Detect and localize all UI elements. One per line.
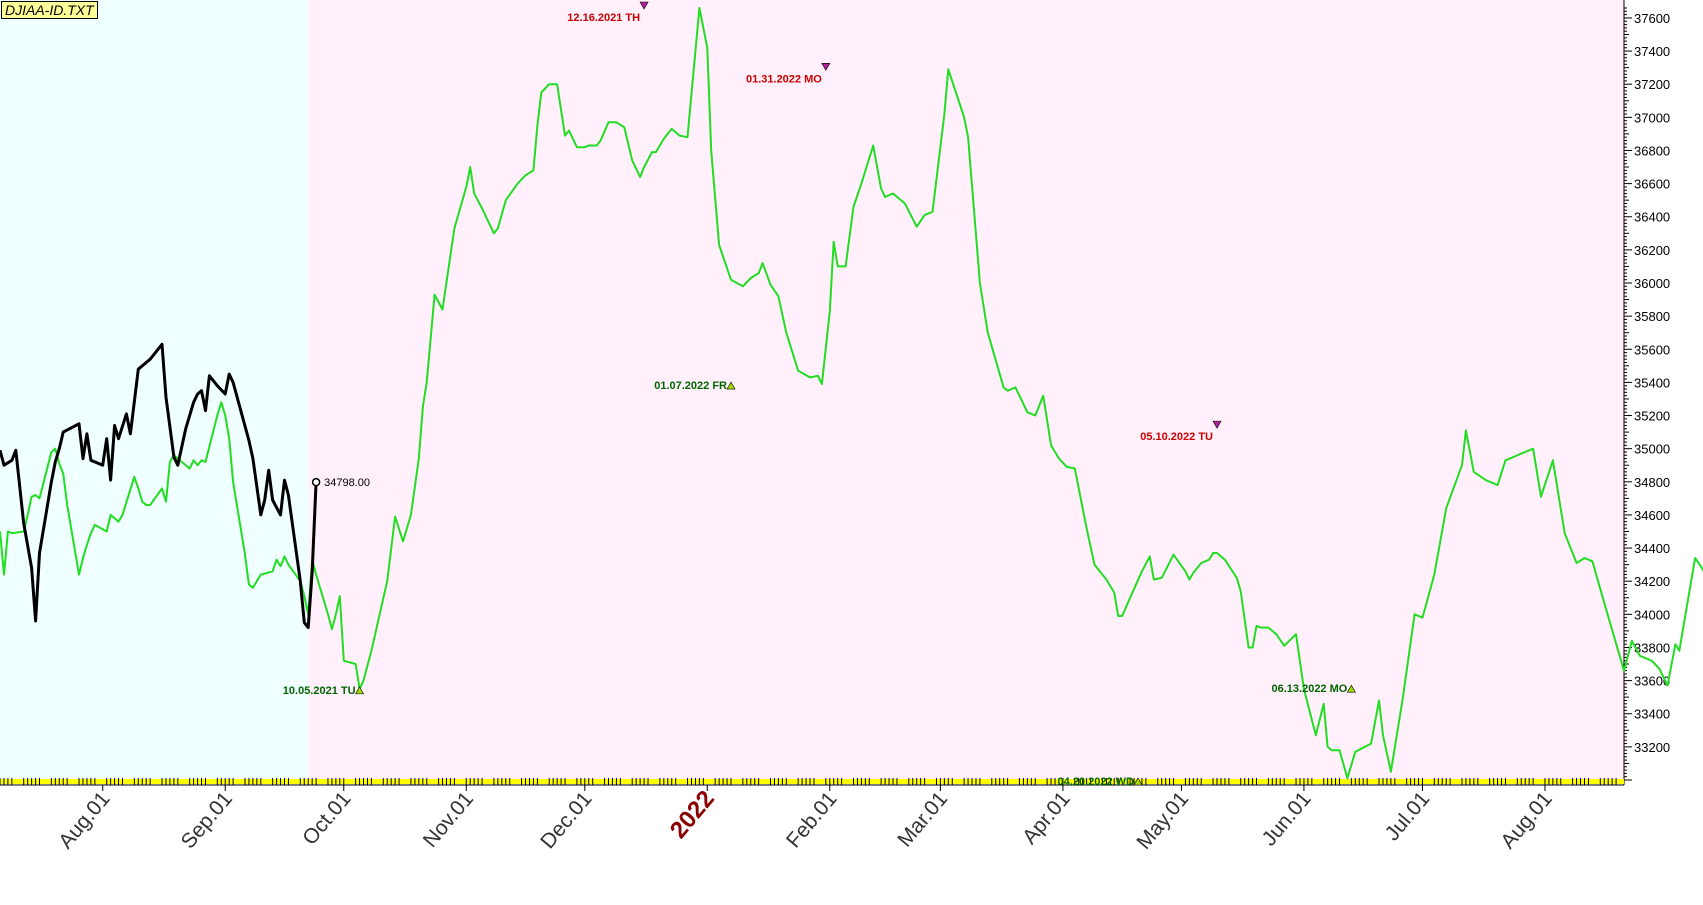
file-name-label: DJIAA-ID.TXT — [1, 1, 98, 19]
y-tick-label: 37000 — [1634, 110, 1670, 125]
y-tick-label: 34400 — [1634, 541, 1670, 556]
forecast-background — [308, 0, 1625, 785]
trough-label: 04.20.2022 WD — [1058, 776, 1134, 788]
history-series-line — [0, 342, 318, 630]
y-tick-label: 35000 — [1634, 442, 1670, 457]
last-value-label: 34798.00 — [324, 477, 370, 489]
x-tick-label: Nov.01 — [419, 787, 478, 852]
trough-marker — [1346, 684, 1356, 693]
trough-marker — [726, 381, 736, 390]
x-tick-label: 2022 — [665, 786, 720, 844]
y-tick-label: 34000 — [1634, 607, 1670, 622]
x-tick-label: Oct.01 — [298, 787, 355, 849]
y-tick-label: 35600 — [1634, 342, 1670, 357]
annotations-layer: 10.05.2021 TU 12.16.2021 TH 01.07.2022 FR 0… — [283, 1, 1356, 788]
y-tick-label: 36600 — [1634, 177, 1670, 192]
y-tick-label: 35400 — [1634, 375, 1670, 390]
history-background — [0, 0, 309, 785]
peak-marker — [821, 62, 831, 71]
x-tick-label: Mar.01 — [893, 787, 952, 851]
x-tick-label: Jul.01 — [1381, 787, 1435, 845]
y-tick-label: 36200 — [1634, 243, 1670, 258]
trough-label: 10.05.2021 TU — [283, 685, 356, 697]
y-tick-label: 37600 — [1634, 11, 1670, 26]
peak-label: 01.31.2022 MO — [746, 73, 822, 85]
trough-marker — [1133, 777, 1143, 786]
y-tick-label: 33600 — [1634, 674, 1670, 689]
y-axis: 33200 33400 33600 33800 34000 34200 34400 34600… — [1623, 0, 1670, 785]
y-tick-label: 36400 — [1634, 210, 1670, 225]
y-tick-label: 33400 — [1634, 707, 1670, 722]
x-tick-label: Feb.01 — [782, 787, 842, 852]
y-tick-label: 37200 — [1634, 77, 1670, 92]
forecast-series-line — [0, 7, 1703, 780]
y-tick-label: 37400 — [1634, 44, 1670, 59]
peak-label: 12.16.2021 TH — [567, 12, 640, 24]
y-tick-label: 33200 — [1634, 740, 1670, 755]
x-tick-label: Jun.01 — [1258, 787, 1316, 850]
y-tick-label: 35800 — [1634, 309, 1670, 324]
peak-marker — [639, 1, 649, 10]
x-axis-band — [0, 779, 1624, 784]
x-tick-label: Aug.01 — [54, 787, 114, 853]
x-tick-label: May.01 — [1132, 787, 1193, 853]
trough-label: 01.07.2022 FR — [654, 380, 727, 392]
y-tick-label: 34600 — [1634, 508, 1670, 523]
y-tick-label: 35200 — [1634, 409, 1670, 424]
x-tick-label: Aug.01 — [1496, 787, 1556, 853]
y-tick-label: 34800 — [1634, 475, 1670, 490]
trough-label: 06.13.2022 MO — [1272, 683, 1348, 695]
peak-marker — [1212, 420, 1222, 429]
x-tick-label: Dec.01 — [536, 787, 596, 853]
x-tick-label: Apr.01 — [1018, 787, 1075, 848]
last-value-marker — [311, 477, 321, 487]
series-layer: 34798.00 — [0, 7, 1703, 780]
y-tick-label: 33800 — [1634, 640, 1670, 655]
x-axis: Aug.01 Sep.01 Oct.01 Nov.01 Dec.01 2022 Feb.01… — [0, 778, 1624, 854]
y-tick-label: 36000 — [1634, 276, 1670, 291]
peak-label: 05.10.2022 TU — [1140, 431, 1213, 443]
trough-marker — [355, 686, 365, 695]
y-tick-label: 34200 — [1634, 574, 1670, 589]
x-tick-label: Sep.01 — [177, 787, 237, 853]
y-tick-label: 36800 — [1634, 143, 1670, 158]
